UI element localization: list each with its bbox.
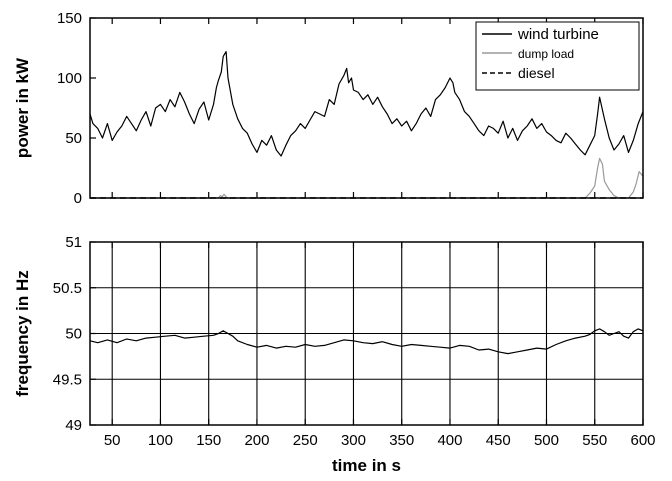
frequency-ticks: 49 49.5 50 50.5 51 50 100 150 200 250 300 350 400 450… [53, 234, 656, 449]
y-tick-label: 51 [65, 234, 82, 251]
legend-label-diesel: diesel [518, 65, 555, 81]
power-ticks: 0 50 100 150 [57, 10, 644, 207]
frequency-series-group [89, 328, 644, 355]
x-tick-label: 50 [104, 432, 121, 449]
legend-label-wind-turbine: wind turbine [517, 26, 599, 43]
power-y-axis-label: power in kW [13, 57, 32, 158]
series-line-frequency-0 [89, 328, 644, 355]
legend-label-dump-load: dump load [518, 47, 574, 61]
x-tick-label: 450 [486, 432, 511, 449]
series-line-dump-load [90, 157, 644, 199]
x-tick-label: 350 [389, 432, 414, 449]
power-plot: 0 50 100 150 power in kW wind turbine dump … [13, 10, 644, 207]
y-tick-label: 50 [65, 326, 82, 343]
frequency-grid [90, 241, 644, 426]
y-tick-label: 150 [57, 10, 82, 27]
frequency-y-axis-label: frequency in Hz [13, 270, 32, 397]
x-tick-label: 550 [582, 432, 607, 449]
x-tick-label: 150 [196, 432, 221, 449]
x-tick-label: 300 [341, 432, 366, 449]
x-tick-label: 500 [534, 432, 559, 449]
x-axis-label: time in s [332, 456, 401, 475]
x-tick-label: 250 [293, 432, 318, 449]
y-tick-label: 49.5 [53, 371, 82, 388]
x-tick-label: 100 [148, 432, 173, 449]
y-tick-label: 0 [74, 190, 82, 207]
power-plot-frame [89, 17, 644, 199]
y-tick-label: 49 [65, 417, 82, 434]
frequency-plot: 49 49.5 50 50.5 51 50 100 150 200 250 300 350 400 450… [13, 234, 656, 475]
x-tick-label: 200 [244, 432, 269, 449]
x-tick-label: 400 [437, 432, 462, 449]
x-tick-label: 600 [630, 432, 655, 449]
y-tick-label: 50 [65, 130, 82, 147]
series-line-wind-turbine [89, 50, 644, 157]
y-tick-label: 50.5 [53, 280, 82, 297]
legend: wind turbine dump load diesel [475, 21, 640, 91]
y-tick-label: 100 [57, 70, 82, 87]
